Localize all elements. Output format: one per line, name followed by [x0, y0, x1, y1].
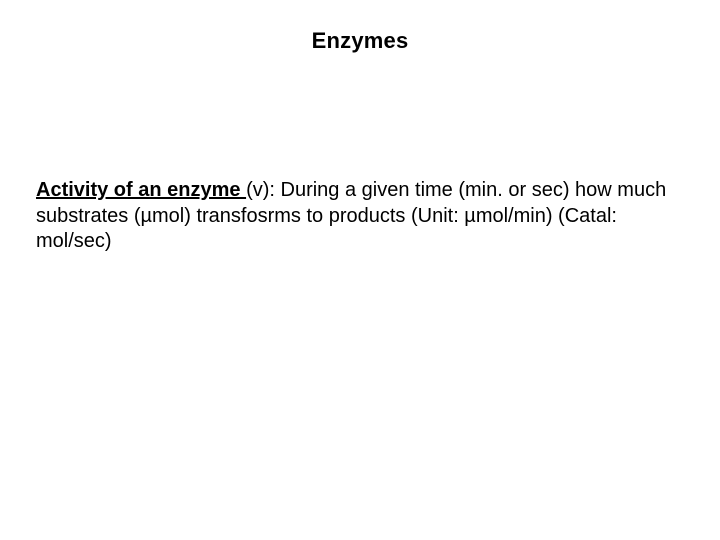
- slide: Enzymes Activity of an enzyme (v): Durin…: [0, 0, 720, 540]
- defined-term: Activity of an enzyme: [36, 179, 246, 201]
- page-title: Enzymes: [0, 28, 720, 54]
- body-paragraph: Activity of an enzyme (v): During a give…: [36, 178, 684, 255]
